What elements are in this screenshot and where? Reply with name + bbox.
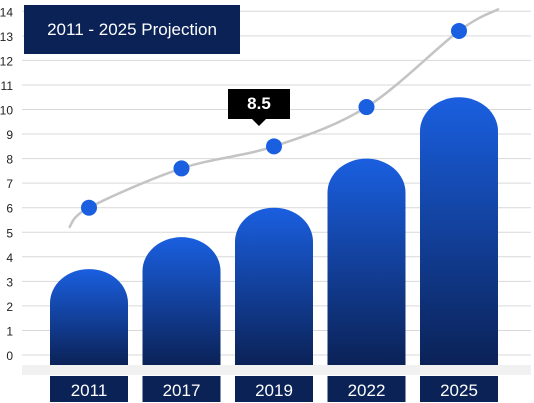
y-tick-label: 12 xyxy=(0,54,13,68)
y-tick-label: 8 xyxy=(6,153,13,167)
trend-marker-2025 xyxy=(451,22,467,39)
trend-marker-2022 xyxy=(358,99,375,116)
y-tick-label: 7 xyxy=(6,177,13,191)
x-tick-label: 2011 xyxy=(71,381,108,400)
y-tick-label: 1 xyxy=(6,324,13,338)
y-tick-label: 10 xyxy=(0,104,13,118)
x-label-box xyxy=(327,376,406,402)
x-label-box xyxy=(50,376,128,402)
callout-pointer xyxy=(252,119,266,126)
y-tick-label: 13 xyxy=(0,30,13,44)
trend-marker-2017 xyxy=(173,160,190,177)
y-tick-label: 4 xyxy=(6,251,13,265)
bar-2019 xyxy=(235,207,313,365)
y-tick-label: 9 xyxy=(6,128,13,142)
y-tick-label: 2 xyxy=(6,300,13,314)
y-tick-label: 14 xyxy=(0,5,13,19)
x-tick-label: 2025 xyxy=(440,381,478,400)
y-tick-label: 6 xyxy=(6,202,13,216)
y-tick-label: 3 xyxy=(6,275,13,289)
x-label-box xyxy=(420,376,498,402)
y-tick-label: 0 xyxy=(6,349,13,363)
bar-2022 xyxy=(327,158,406,365)
x-label-box xyxy=(235,376,313,402)
y-tick-label: 11 xyxy=(1,79,14,93)
bar-2011 xyxy=(50,269,128,365)
y-tick-label: 5 xyxy=(6,226,13,240)
bar-2017 xyxy=(142,237,221,365)
value-callout: 8.5 xyxy=(228,89,290,119)
x-tick-label: 2017 xyxy=(163,381,201,400)
trend-marker-2019 xyxy=(266,138,282,155)
x-axis-labels: 2011 2017 2019 2022 2025 xyxy=(50,376,498,402)
x-tick-label: 2019 xyxy=(255,381,293,400)
x-tick-label: 2022 xyxy=(348,381,386,400)
trend-markers xyxy=(81,22,467,216)
trend-marker-2011 xyxy=(81,199,97,216)
bar-2025 xyxy=(420,97,498,365)
bars xyxy=(50,97,498,365)
chart-title: 2011 - 2025 Projection xyxy=(24,5,240,54)
x-label-box xyxy=(142,376,221,402)
baseline-band xyxy=(22,365,531,375)
